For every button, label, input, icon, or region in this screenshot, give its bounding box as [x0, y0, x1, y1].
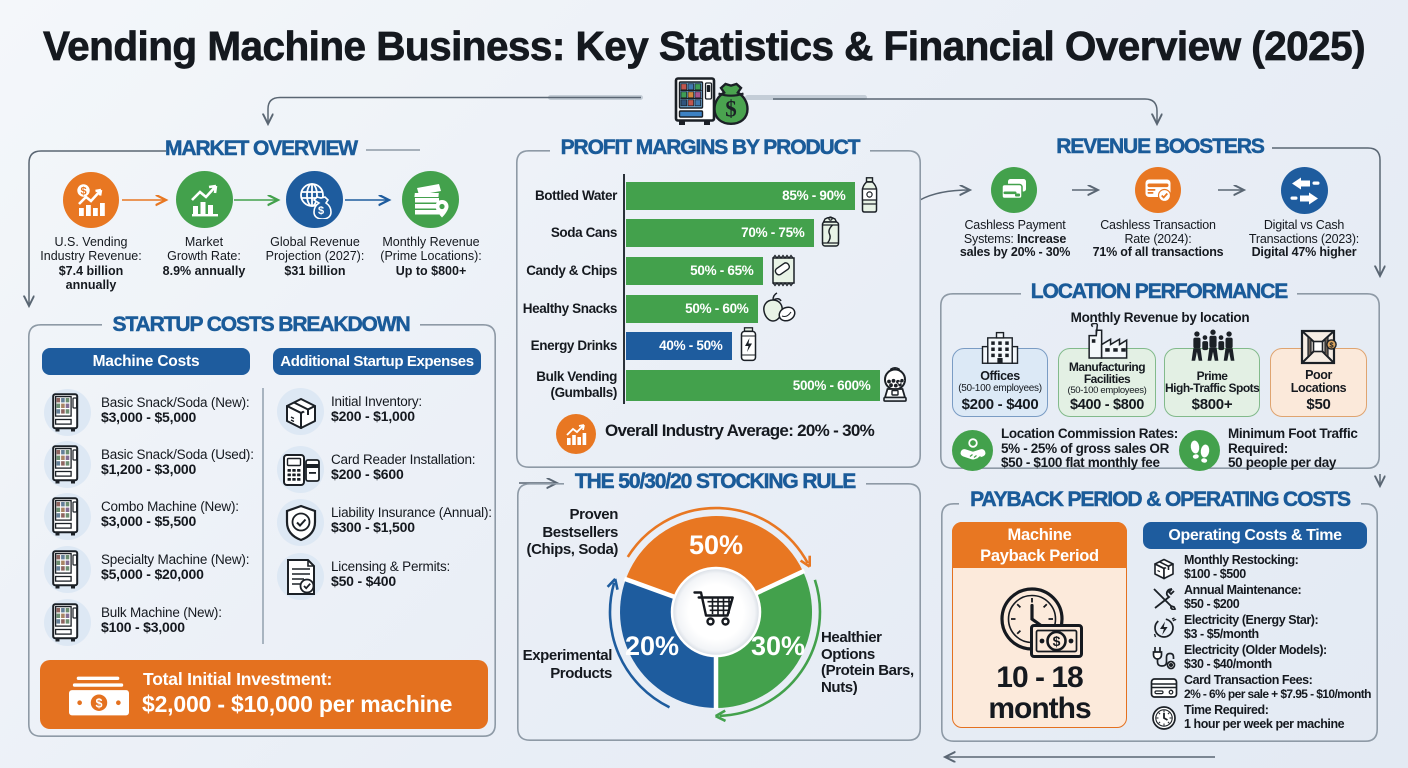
svg-text:$: $ [80, 186, 86, 198]
svg-text:$: $ [317, 205, 323, 217]
svg-text:$: $ [1053, 633, 1061, 649]
svg-text:$: $ [725, 97, 737, 122]
svg-text:50%: 50% [689, 530, 743, 560]
svg-text:$: $ [96, 697, 103, 711]
svg-text:20%: 20% [625, 631, 679, 661]
svg-text:30%: 30% [751, 631, 805, 661]
svg-text:$: $ [1329, 341, 1334, 350]
